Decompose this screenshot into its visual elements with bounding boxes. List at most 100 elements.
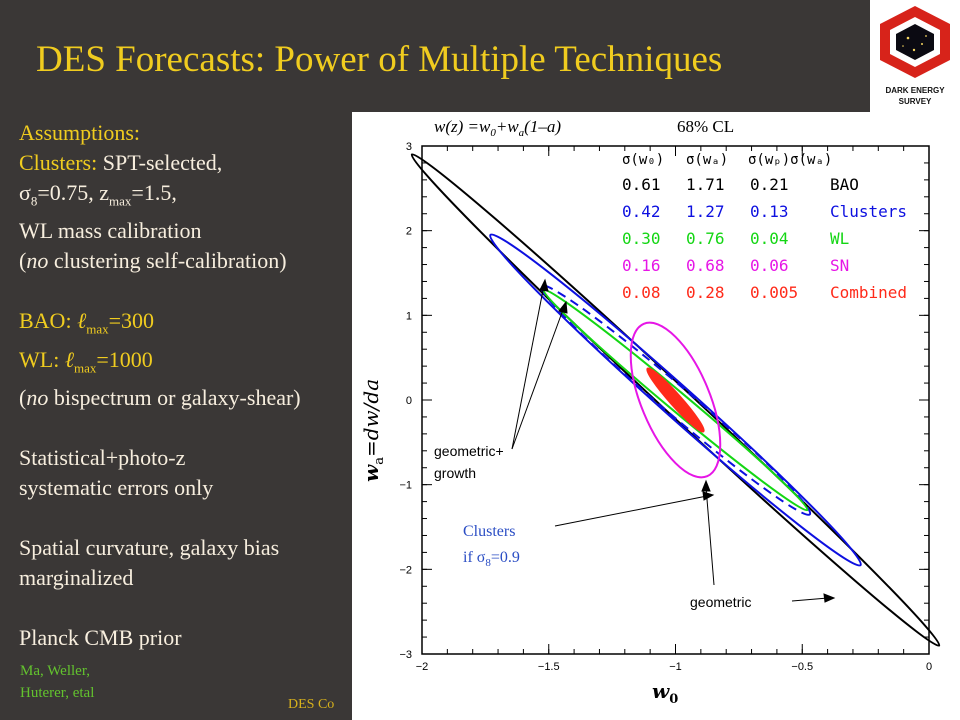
arrow-head [558,300,568,314]
plot-title: w(z) =w0+wa(1–a) [434,117,561,139]
no-clustering-line: (no clustering self-calibration) [19,246,301,276]
legend-table: σ(w₀) σ(wₐ) σ(wₚ)σ(wₐ) 0.61 1.71 0.21 BAO 0.42 1… [622,152,907,302]
ell-sub: max [74,360,97,376]
table-cell: 0.06 [750,256,789,275]
annotation-geometric-growth-1: geometric+ [434,443,504,459]
ell-symbol: ℓ [77,308,87,334]
stat-errors-line-1: Statistical+photo-z [19,445,186,471]
logo-line-1: DARK ENERGY [885,86,945,95]
paren: ( [19,248,27,274]
y-tick-label: 0 [406,395,412,407]
wl-value: =1000 [96,346,153,372]
forecast-plot: w(z) =w0+wa(1–a) 68% CL −2 −1.5 −1 −0.5 0−3−… [359,117,941,707]
ellipse-clusters-if-8-0-9 [539,284,812,516]
wl-label: WL: [19,346,65,372]
des-logo: DARK ENERGY SURVEY [870,0,960,112]
des-hexagon-icon: DARK ENERGY SURVEY [880,6,950,106]
table-cell: 0.13 [750,202,789,221]
table-header: σ(w₀) [622,152,664,168]
no-bispectrum-line: (no bispectrum or galaxy-shear) [19,383,301,413]
arrow-line [511,306,565,450]
assumptions-list: Assumptions: Clusters: SPT-selected, σ8=… [19,118,301,653]
arrow-line [705,486,715,586]
y-tick-label: 1 [406,310,412,322]
sigma-sub: 8 [30,193,38,209]
table-header: σ(wₐ) [686,152,728,168]
table-cell: 0.005 [750,283,798,302]
table-cell: 0.04 [750,229,789,248]
sigma-line: σ8=0.75, zmax=1.5, [19,178,301,216]
sigma-text: =0.75, z [37,180,110,205]
citation-line-1: Ma, Weller, [20,663,90,679]
footer-text: DES Co [288,697,335,712]
table-cell: 0.28 [686,283,725,302]
table-cell: 0.21 [750,175,789,194]
plot-frame [421,145,930,655]
y-tick-label: −3 [399,649,412,661]
x-axis-label: w0 [652,679,678,707]
y-tick-label: −2 [399,564,412,576]
arrow-line [554,495,708,527]
ellipse-bao [410,153,941,647]
annotation-arrows [511,278,836,603]
logo-line-2: SURVEY [899,97,932,106]
x-tick-label: 0 [926,661,932,673]
forecast-plot-panel: w(z) =w0+wa(1–a) 68% CL −2 −1.5 −1 −0.5 0 −3−… [352,112,960,720]
arrow-head [702,491,715,501]
table-cell: 0.61 [622,175,661,194]
zmax-sub: max [109,193,132,209]
table-cell: 0.76 [686,229,725,248]
table-cell: WL [830,229,849,248]
assumptions-heading: Assumptions: [19,120,141,145]
arrow-head [539,278,549,292]
arrow-line [791,597,829,602]
table-cell: 0.16 [622,256,661,275]
clusters-label: Clusters: [19,150,98,175]
table-cell: 0.08 [622,283,661,302]
citation: Ma, Weller, Huterer, etal [20,660,94,704]
planck-line: Planck CMB prior [19,625,182,651]
citation-line-2: Huterer, etal [20,685,95,701]
no-clustering-text: clustering self-calibration) [48,248,287,274]
table-cell: BAO [830,175,859,194]
annotation-geometric-growth-2: growth [434,465,476,481]
wl-line: WL: ℓmax=1000 [19,345,301,383]
clusters-text: SPT-selected, [97,150,223,175]
no-bispectrum-text: bispectrum or galaxy-shear) [48,385,301,411]
x-tick-label: −1.5 [538,661,560,673]
plot-cl-label: 68% CL [677,117,734,136]
spatial-line-2: marginalized [19,565,134,591]
table-cell: Combined [830,283,907,302]
table-cell: 0.42 [622,202,661,221]
arrow-head [701,479,711,492]
table-header: σ(wₚ)σ(wₐ) [748,152,832,168]
slide-title: DES Forecasts: Power of Multiple Techniq… [36,39,723,80]
annotation-clusters-2: if σ8=0.9 [463,549,520,569]
table-cell: Clusters [830,202,907,221]
y-tick-label: 3 [406,141,412,153]
table-cell: 1.71 [686,175,725,194]
bao-line: BAO: ℓmax=300 [19,306,301,344]
x-tick-label: −1 [669,661,682,673]
ellipse-clusters [489,233,862,567]
table-cell: 1.27 [686,202,725,221]
bao-label: BAO: [19,308,78,334]
ellipses-group [410,153,941,647]
paren: ( [19,385,27,411]
ell-sub: max [86,321,109,337]
ellipse-combined [646,367,705,433]
table-cell: 0.68 [686,256,725,275]
ell-symbol: ℓ [64,346,74,372]
annotation-clusters-1: Clusters [463,523,515,540]
sigma-symbol: σ [19,180,31,205]
stat-errors-line-2: systematic errors only [19,475,214,501]
no-italic: no [26,385,49,411]
y-tick-label: 2 [406,226,412,238]
annotation-geometric: geometric [690,594,751,610]
x-tick-label: −2 [416,661,429,673]
wl-mass-line: WL mass calibration [19,218,202,244]
zmax-text: =1.5, [131,180,177,205]
y-axis-label: wa=dw/da [359,379,387,482]
ellipse-sn [629,321,722,479]
clusters-line: Clusters: SPT-selected, [19,148,301,178]
